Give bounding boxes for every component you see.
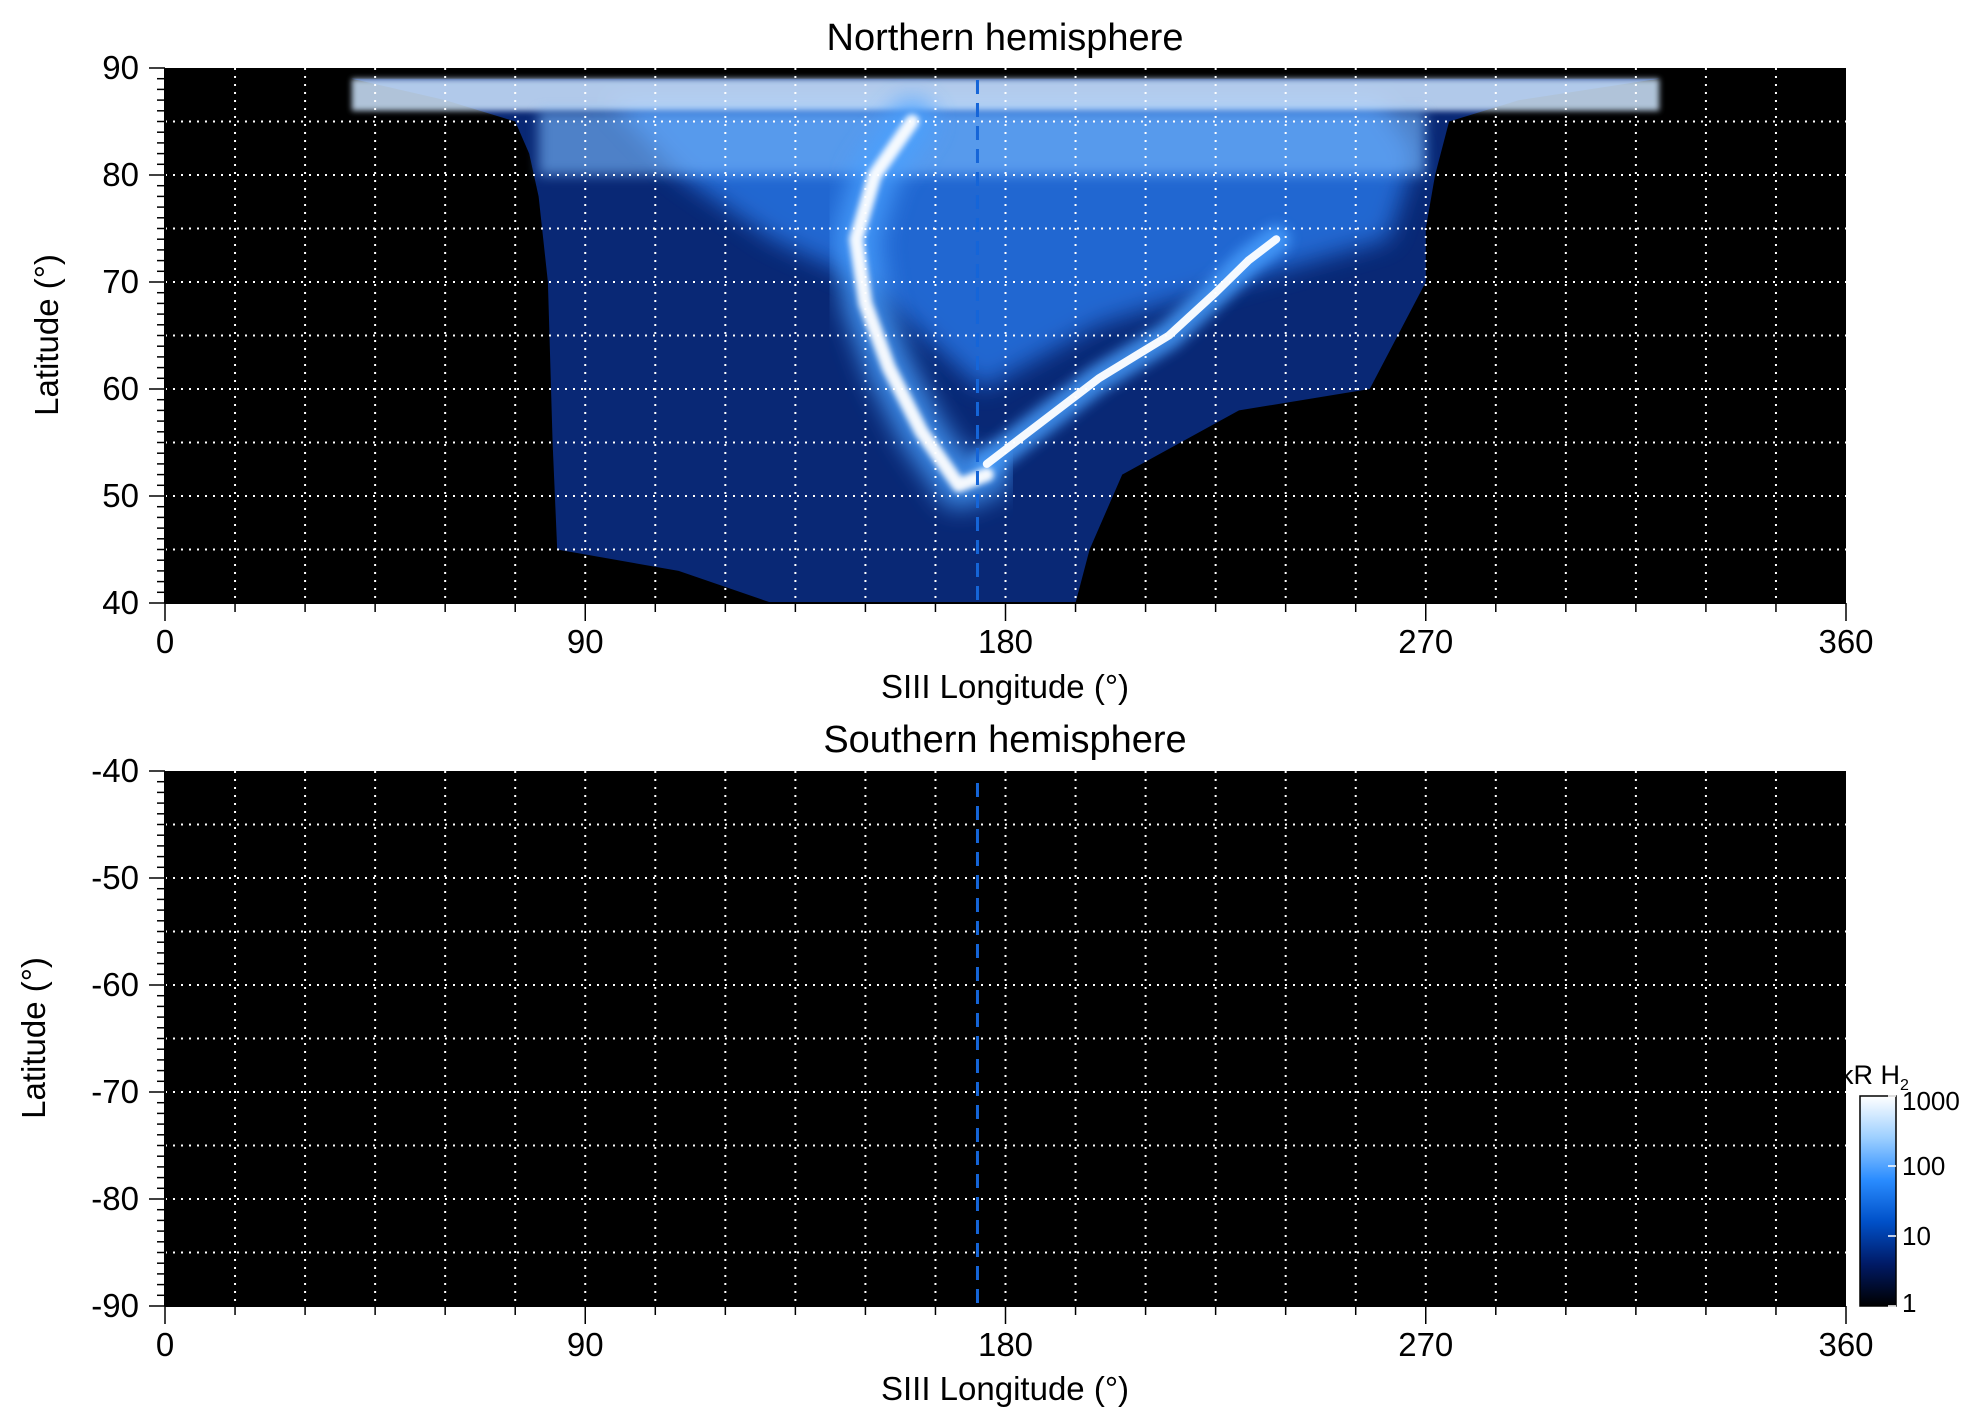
south-y-axis-label: Latitude (°) (15, 957, 52, 1119)
colorbar-gradient (1859, 1095, 1897, 1307)
south-x-axis: 0 90 180 270 360 (156, 1305, 1874, 1363)
y-tick-label: -70 (91, 1073, 139, 1110)
colorbar-tick-label: 10 (1902, 1221, 1931, 1251)
y-tick-label: -80 (91, 1180, 139, 1217)
colorbar-tick-label: 1 (1902, 1288, 1916, 1318)
x-tick-label: 360 (1818, 1326, 1873, 1363)
south-panel: Southern hemisphere 0 90 180 270 360 -90-80-… (15, 719, 1874, 1407)
south-y-axis: -90 -80 -70 -60 -50 -40 (91, 752, 166, 1324)
y-tick-label: 40 (102, 584, 139, 621)
x-tick-label: 0 (156, 1326, 174, 1363)
main-oval-east (982, 235, 1281, 468)
y-tick-label: -50 (91, 859, 139, 896)
y-tick-label: 90 (102, 49, 139, 86)
north-title: Northern hemisphere (827, 17, 1184, 59)
y-tick-label: -40 (91, 752, 139, 789)
x-tick-label: 360 (1818, 623, 1873, 660)
x-tick-label: 180 (978, 1326, 1033, 1363)
x-tick-label: 180 (978, 623, 1033, 660)
y-tick-label: -90 (91, 1287, 139, 1324)
y-tick-label: 70 (102, 263, 139, 300)
colorbar-label: kR H2 (1840, 1060, 1909, 1094)
aurora-polar-band-inner (538, 110, 1426, 175)
x-tick-label: 0 (156, 623, 174, 660)
north-x-axis: 0 90 180 270 360 (156, 602, 1874, 660)
south-minor-ticks (149, 770, 1847, 1324)
south-title: Southern hemisphere (823, 719, 1186, 761)
south-grid (165, 771, 1846, 1306)
north-y-axis-label: Latitude (°) (28, 254, 65, 416)
x-tick-label: 270 (1398, 623, 1453, 660)
north-x-axis-label: SIII Longitude (°) (881, 668, 1129, 705)
x-tick-label: 270 (1398, 1326, 1453, 1363)
north-y-axis: 40 50 60 70 80 90 (102, 49, 166, 621)
aurora-polar-band (351, 78, 1660, 111)
y-tick-label: 50 (102, 477, 139, 514)
north-grid (165, 68, 1846, 603)
x-tick-label: 90 (567, 623, 604, 660)
north-minor-ticks (149, 67, 1847, 621)
y-tick-label: 80 (102, 156, 139, 193)
colorbar-label-subscript: 2 (1900, 1077, 1909, 1094)
south-x-axis-label: SIII Longitude (°) (881, 1370, 1129, 1407)
x-tick-label: 90 (567, 1326, 604, 1363)
colorbar-tick-label: 1000 (1902, 1086, 1960, 1116)
colorbar-ticks: 1 10 100 1000 (1888, 1086, 1960, 1318)
y-tick-label: -60 (91, 966, 139, 1003)
north-panel: Northern hemisphere 0 90 180 270 360 40 50 60 7… (28, 17, 1874, 705)
colorbar-label-main: kR H (1840, 1060, 1900, 1090)
y-tick-label: 60 (102, 370, 139, 407)
colorbar: kR H2 1 10 100 1000 (1840, 1060, 1960, 1318)
colorbar-tick-label: 100 (1902, 1151, 1945, 1181)
